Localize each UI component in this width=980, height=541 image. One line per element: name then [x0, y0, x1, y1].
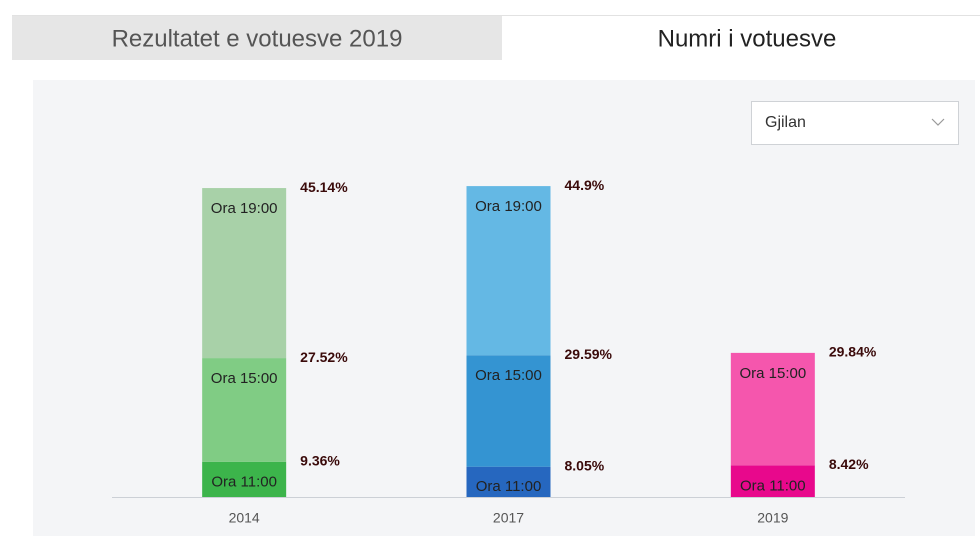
value-label: 29.84%: [829, 344, 877, 360]
bar-segment: [466, 186, 551, 356]
bar-segment: [466, 466, 551, 497]
tab-active[interactable]: [502, 16, 980, 60]
segment-label: Ora 11:00: [740, 477, 806, 494]
segment-label: Ora 15:00: [475, 367, 542, 384]
segment-label: Ora 19:00: [475, 198, 542, 215]
segment-label: Ora 11:00: [211, 474, 277, 491]
bar-segment: [730, 465, 815, 497]
segment-label: Ora 11:00: [476, 478, 542, 495]
segment-label: Ora 15:00: [211, 370, 278, 387]
value-label: 9.36%: [300, 452, 340, 468]
bar-segment: [202, 461, 287, 497]
x-tick-label: 2014: [229, 510, 260, 526]
dropdown-value[interactable]: Gjilan: [765, 114, 806, 131]
value-label: 45.14%: [300, 179, 348, 195]
chart: 2014 Ora 11:00 9.36% Ora 15:00 27.52% Ora 19:…: [112, 177, 905, 526]
value-label: 8.42%: [829, 456, 869, 472]
value-label: 29.59%: [565, 346, 613, 362]
dropdown-arrow[interactable]: [931, 118, 945, 126]
bar-segment: [730, 352, 815, 466]
tab-label[interactable]: Numri i votuesve: [658, 25, 837, 52]
tab-inactive[interactable]: [12, 16, 502, 60]
segment-label: Ora 15:00: [739, 365, 806, 382]
x-tick-label: 2019: [757, 510, 788, 526]
x-tick-label: 2017: [493, 510, 524, 526]
bar-segment: [466, 355, 551, 467]
value-label: 8.05%: [565, 457, 605, 473]
tab-label[interactable]: Rezultatet e votuesve 2019: [112, 25, 403, 52]
dropdown[interactable]: [751, 101, 959, 145]
bar-segment: [202, 358, 287, 462]
segment-label: Ora 19:00: [211, 200, 278, 217]
bar-segment: [202, 188, 287, 359]
value-label: 44.9%: [565, 177, 605, 193]
value-label: 27.52%: [300, 349, 348, 365]
